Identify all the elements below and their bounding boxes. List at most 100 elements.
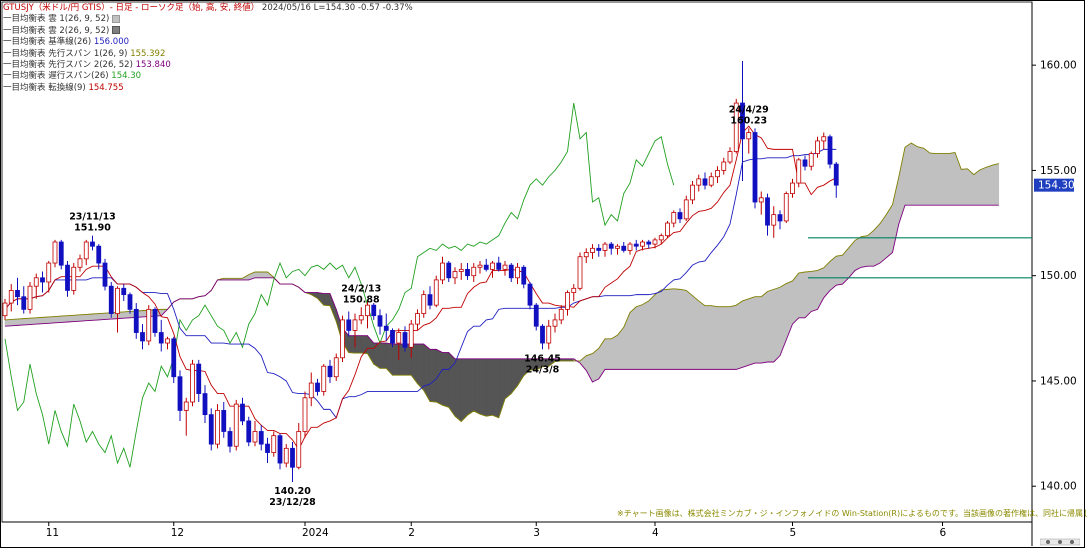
candle xyxy=(490,260,495,278)
candle-body-down xyxy=(521,266,527,285)
candle xyxy=(246,416,252,447)
candle-body-down xyxy=(277,435,283,464)
candle-body-up xyxy=(302,397,308,432)
candle-body-up xyxy=(771,214,777,226)
annotation-date: 24/4/29 xyxy=(729,104,769,115)
header-last: L=154.30 xyxy=(313,3,356,13)
candle xyxy=(646,239,652,249)
candle xyxy=(321,364,327,396)
candle-body-up xyxy=(2,302,8,317)
candle-body-up xyxy=(565,292,570,310)
candle xyxy=(352,313,358,348)
candle xyxy=(58,239,64,270)
cloud-segment-bearish xyxy=(354,335,362,354)
cloud-segment-bullish xyxy=(917,146,925,206)
candle xyxy=(465,263,470,280)
y-tick-label: 150.00 xyxy=(1040,270,1077,282)
candle xyxy=(596,244,602,257)
candle xyxy=(571,284,577,301)
candle-body-down xyxy=(802,159,808,167)
candle xyxy=(208,408,214,451)
header-change: -0.57 xyxy=(357,3,380,13)
candle xyxy=(90,235,95,251)
cloud-segment-bullish xyxy=(773,286,781,363)
candle xyxy=(521,265,527,289)
candle-body-up xyxy=(71,266,77,291)
candle-body-up xyxy=(296,431,302,468)
candle xyxy=(427,286,433,310)
candle xyxy=(790,178,795,198)
candle xyxy=(158,319,164,352)
cloud-segment-bullish xyxy=(835,254,843,286)
candle-body-up xyxy=(233,403,239,447)
candle-body-up xyxy=(721,161,727,171)
candle-body-up xyxy=(783,193,789,222)
cloud-segment-bullish xyxy=(35,317,43,325)
chart-legend: GTUSJY（米ドル/円 GTIS）- 日足 - ローソク足（始, 高, 安, … xyxy=(3,3,413,94)
candle xyxy=(283,444,289,468)
candle-body-down xyxy=(402,332,408,348)
candle-body-up xyxy=(708,176,714,186)
cloud-segment-bullish xyxy=(748,296,756,366)
candle-body-down xyxy=(158,332,164,344)
cloud-segment-bullish xyxy=(642,300,650,370)
candle xyxy=(152,307,158,337)
candle xyxy=(640,239,645,251)
candle xyxy=(165,336,170,350)
candle-body-up xyxy=(77,258,83,268)
candle-body-down xyxy=(171,338,177,378)
candle-body-down xyxy=(240,403,245,422)
candle-body-down xyxy=(327,365,333,378)
cloud-segment-bullish xyxy=(42,316,50,325)
candle xyxy=(190,359,195,407)
candle xyxy=(702,172,708,190)
candle-body-down xyxy=(596,247,602,251)
candle xyxy=(546,319,552,350)
candle-body-up xyxy=(558,308,564,321)
candle xyxy=(633,239,639,251)
scroll-dot-icon[interactable] xyxy=(1058,540,1062,544)
candle-body-down xyxy=(777,214,783,222)
candle xyxy=(252,420,258,447)
candle-body-down xyxy=(258,431,264,445)
candle xyxy=(146,305,152,346)
candle xyxy=(471,263,477,282)
legend-value: 156.000 xyxy=(93,37,130,48)
candle-body-up xyxy=(83,241,89,260)
candle-body-down xyxy=(483,264,489,270)
candle xyxy=(271,431,277,457)
scroll-control[interactable] xyxy=(1040,538,1080,546)
candle-body-up xyxy=(571,287,577,293)
cloud-segment-bullish xyxy=(810,270,818,312)
candle-body-down xyxy=(15,290,20,298)
candle xyxy=(715,166,720,184)
candle xyxy=(502,260,508,276)
candle-body-up xyxy=(46,262,52,283)
cloud-segment-bullish xyxy=(98,312,106,321)
candle xyxy=(815,136,820,158)
candle-body-up xyxy=(215,410,220,445)
candle-body-down xyxy=(108,285,114,314)
candle-body-up xyxy=(602,243,608,251)
candle xyxy=(458,263,464,280)
y-tick-label: 145.00 xyxy=(1040,375,1077,387)
x-tick-label: 12 xyxy=(171,527,184,539)
scroll-dot-icon[interactable] xyxy=(1046,540,1050,544)
cloud-segment-bearish xyxy=(467,358,475,416)
candle xyxy=(227,427,233,453)
y-tick-label: 160.00 xyxy=(1040,60,1077,72)
candle-body-up xyxy=(421,294,427,314)
candle-body-up xyxy=(183,401,189,411)
cloud-segment-bullish xyxy=(692,295,700,370)
cloud-segment-bearish xyxy=(473,358,481,415)
candle-body-up xyxy=(715,170,720,178)
candle-body-up xyxy=(440,262,445,281)
cloud-segment-bullish xyxy=(992,163,1000,206)
candle-body-down xyxy=(290,447,295,468)
scroll-dot-icon[interactable] xyxy=(1070,540,1074,544)
cloud-segment-bearish xyxy=(379,342,387,369)
cloud-segment-bullish xyxy=(685,289,693,370)
candle-body-up xyxy=(333,357,339,378)
legend-label: 一目均衡表 先行スパン 1(26, 9) xyxy=(3,48,128,59)
